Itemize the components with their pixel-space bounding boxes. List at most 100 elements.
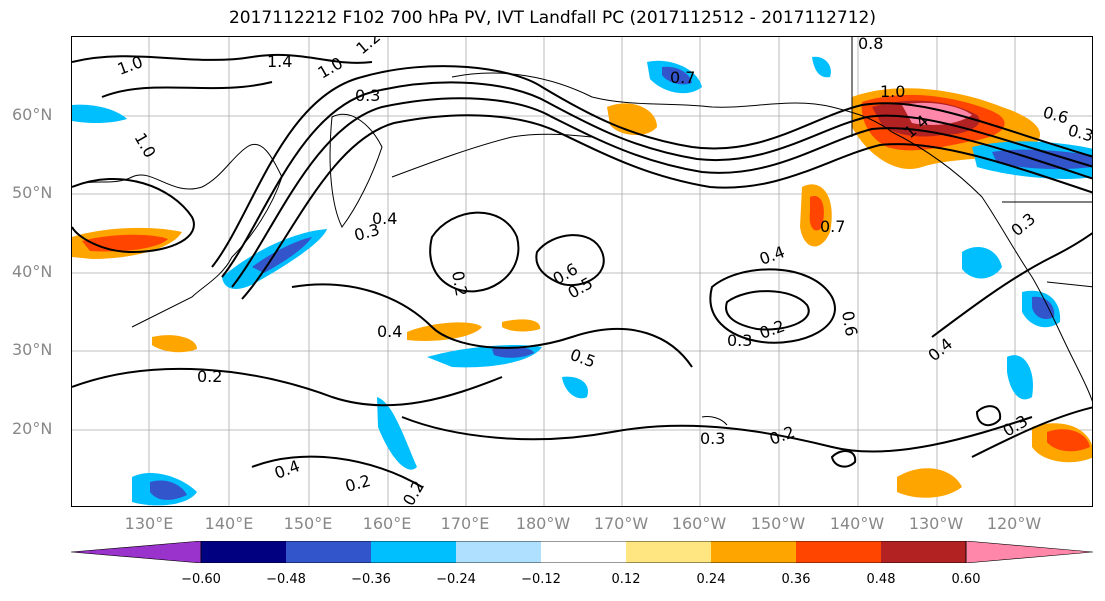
- contour-south-3: [251, 455, 423, 488]
- colorbar-segment: [626, 541, 711, 563]
- contour-label: 0.2: [399, 477, 428, 507]
- colorbar-label: −0.24: [436, 572, 476, 587]
- colorbar-segment: [201, 541, 286, 563]
- contour-mid-1: [291, 283, 693, 368]
- lon-label-140e: 140°E: [204, 514, 254, 533]
- coast-asia: [72, 144, 283, 328]
- contour-label: 0.4: [377, 322, 402, 341]
- contour-se-1: [931, 232, 1092, 338]
- contour-label: 0.6: [838, 309, 861, 337]
- contour-label: 0.2: [448, 269, 471, 297]
- shade-pos-north-1: [607, 103, 657, 136]
- lon-label-150w: 150°W: [750, 514, 806, 533]
- ivt-shading: [72, 56, 1092, 506]
- shade-neg-pacific-1-core: [492, 346, 534, 358]
- colorbar-segment: [881, 541, 966, 563]
- contour-south-1: [72, 367, 503, 407]
- contour-jet-3: [231, 97, 1092, 288]
- lon-label-180w: 180°W: [515, 514, 571, 533]
- colorbar-segment: [965, 541, 1093, 563]
- shade-pos-pacific-1: [407, 322, 482, 341]
- contour-label: 0.5: [568, 345, 598, 372]
- coast-alaska: [451, 72, 893, 133]
- lat-label-60n: 60°N: [12, 105, 53, 124]
- colorbar-segment: [371, 541, 456, 563]
- shade-pos-s-1: [897, 468, 962, 498]
- lon-label-160w: 160°W: [671, 514, 727, 533]
- contour-label: 0.2: [757, 316, 787, 343]
- shade-neg-baja-core: [1032, 296, 1055, 319]
- contour-jet-4: [241, 114, 1092, 300]
- contour-label: 0.3: [1066, 121, 1093, 146]
- lat-label-30n: 30°N: [12, 340, 53, 359]
- map-panel: 1.0 1.4 1.0 1.2 1.0 0.3 0.4 0.3 0.2 0.6 …: [71, 36, 1093, 507]
- shade-neg-pacific-3: [562, 376, 588, 399]
- border-us-mexico: [1046, 281, 1092, 288]
- pv-ivt-map: 1.0 1.4 1.0 1.2 1.0 0.3 0.4 0.3 0.2 0.6 …: [72, 37, 1093, 507]
- colorbar-label: 0.60: [951, 572, 981, 587]
- shade-pos-gulf-alaska-max: [902, 102, 972, 125]
- colorbar-label: −0.36: [351, 572, 391, 587]
- contour-loop-small: [975, 405, 1002, 427]
- colorbar-segment: [796, 541, 881, 563]
- contour-label: 0.2: [343, 471, 373, 496]
- coast-aleutians: [391, 133, 593, 178]
- contour-center-1: [429, 211, 520, 293]
- shade-neg-sw-core: [150, 480, 187, 500]
- contour-label: 1.0: [880, 82, 905, 101]
- contour-label: 0.3: [700, 429, 725, 448]
- contour-jet-1: [211, 65, 1092, 268]
- contour-label: 0.2: [197, 367, 222, 386]
- colorbar-segment: [456, 541, 541, 563]
- lon-label-140w: 140°W: [829, 514, 885, 533]
- lon-label-130e: 130°E: [124, 514, 174, 533]
- contour-label: 0.7: [670, 68, 695, 87]
- contour-label: 1.4: [267, 52, 292, 71]
- shade-neg-nw: [72, 104, 127, 123]
- contour-center-2: [535, 234, 605, 287]
- contour-label: 0.3: [1007, 209, 1039, 240]
- coast-kamchatka: [329, 113, 383, 228]
- coast-hawaii: [701, 416, 728, 426]
- shade-pos-se-core: [1047, 429, 1090, 452]
- contour-label: 0.4: [372, 209, 397, 228]
- contour-east-2: [725, 290, 810, 331]
- lon-label-170e: 170°E: [440, 514, 490, 533]
- shade-pos-central-1-core: [809, 196, 824, 231]
- contour-label: 0.3: [355, 86, 380, 105]
- contour-east-1: [709, 268, 836, 344]
- colorbar-segment: [541, 541, 626, 563]
- lon-label-160e: 160°E: [362, 514, 412, 533]
- contour-label: 1.0: [315, 53, 347, 82]
- contour-north-1: [72, 53, 373, 64]
- lon-label-130w: 130°W: [908, 514, 964, 533]
- colorbar-label: −0.48: [266, 572, 306, 587]
- colorbar-segment: [71, 541, 202, 563]
- shade-neg-north-2: [812, 56, 831, 78]
- pv-contours: [72, 53, 1092, 488]
- shade-neg-west-coast: [962, 247, 1002, 279]
- contour-jet-2: [221, 81, 1092, 278]
- lon-label-170w: 170°W: [593, 514, 649, 533]
- lat-label-40n: 40°N: [12, 262, 53, 281]
- coastlines: [72, 37, 1092, 426]
- colorbar-border: [200, 541, 967, 563]
- contour-label: 0.4: [924, 334, 956, 365]
- contour-label: 0.2: [767, 422, 797, 449]
- shade-pos-sw-2: [152, 335, 197, 353]
- contour-label: 0.3: [1000, 411, 1032, 440]
- contour-label: 1.0: [131, 130, 160, 162]
- lat-label-20n: 20°N: [12, 419, 53, 438]
- lat-label-50n: 50°N: [12, 183, 53, 202]
- contour-label: 0.6: [1041, 103, 1071, 128]
- shade-neg-north-1-core: [662, 66, 692, 85]
- lon-label-120w: 120°W: [986, 514, 1042, 533]
- colorbar-label: 0.24: [696, 572, 726, 587]
- coast-na-west: [891, 131, 1092, 402]
- colorbar-segment: [711, 541, 796, 563]
- contour-label: 0.4: [757, 242, 787, 269]
- contour-label: 0.7: [820, 217, 845, 236]
- lon-label-150e: 150°E: [283, 514, 333, 533]
- map-title: 2017112212 F102 700 hPa PV, IVT Landfall…: [228, 8, 876, 28]
- contour-label: 0.3: [727, 331, 752, 350]
